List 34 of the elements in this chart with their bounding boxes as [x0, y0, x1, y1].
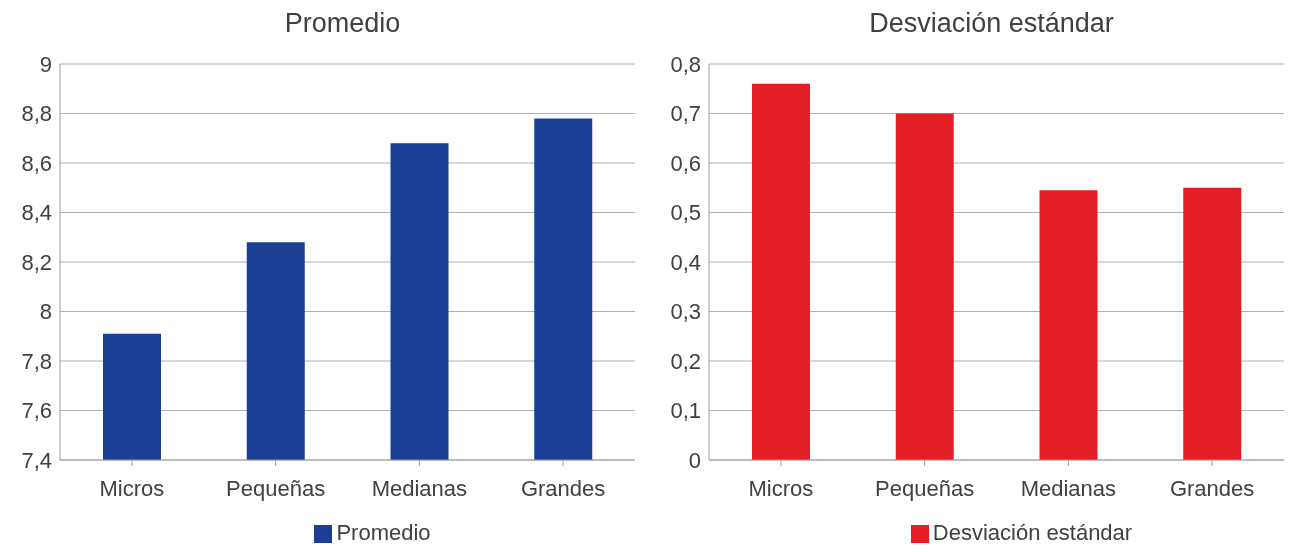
y-tick-label: 0,5: [670, 200, 701, 226]
bar: [752, 83, 810, 460]
y-tick-label: 8,2: [21, 249, 52, 275]
y-tick-label: 0,1: [670, 398, 701, 424]
x-tick-label: Micros: [99, 475, 165, 501]
x-tick-label: Pequeñas: [875, 475, 975, 501]
bar: [1039, 190, 1098, 460]
y-tick-label: 0,2: [670, 348, 701, 374]
y-tick-label: 9: [39, 51, 52, 77]
y-tick-label: 7,8: [21, 348, 52, 374]
chart-title: Promedio: [283, 8, 402, 39]
x-tick-label: Micros: [748, 475, 814, 501]
y-tick-label: 8,6: [21, 150, 52, 176]
y-tick-label: 8,8: [21, 101, 52, 127]
x-tick-label: Grandes: [520, 475, 606, 501]
y-tick-label: 0,3: [670, 299, 701, 325]
x-tick-label: Pequeñas: [226, 475, 326, 501]
legend-label: Promedio: [336, 520, 431, 545]
y-tick-label: 7,6: [21, 398, 52, 424]
y-tick-label: 8,4: [21, 200, 52, 226]
y-tick-label: 0,4: [670, 249, 701, 275]
x-tick-label: Medianas: [371, 475, 468, 501]
y-tick-label: 0,7: [670, 101, 701, 127]
x-tick-label: Grandes: [1169, 475, 1255, 501]
y-tick-label: 0,8: [670, 51, 701, 77]
x-tick-label: Medianas: [1020, 475, 1117, 501]
y-tick-label: 0,6: [670, 150, 701, 176]
legend-label: Desviación estándar: [932, 520, 1133, 545]
y-tick-label: 0: [688, 447, 701, 473]
bar: [1183, 187, 1242, 460]
chart-title: Desviación estándar: [868, 8, 1115, 39]
y-tick-label: 7,4: [21, 447, 52, 473]
bar: [895, 113, 954, 460]
y-tick-label: 8: [39, 299, 52, 325]
